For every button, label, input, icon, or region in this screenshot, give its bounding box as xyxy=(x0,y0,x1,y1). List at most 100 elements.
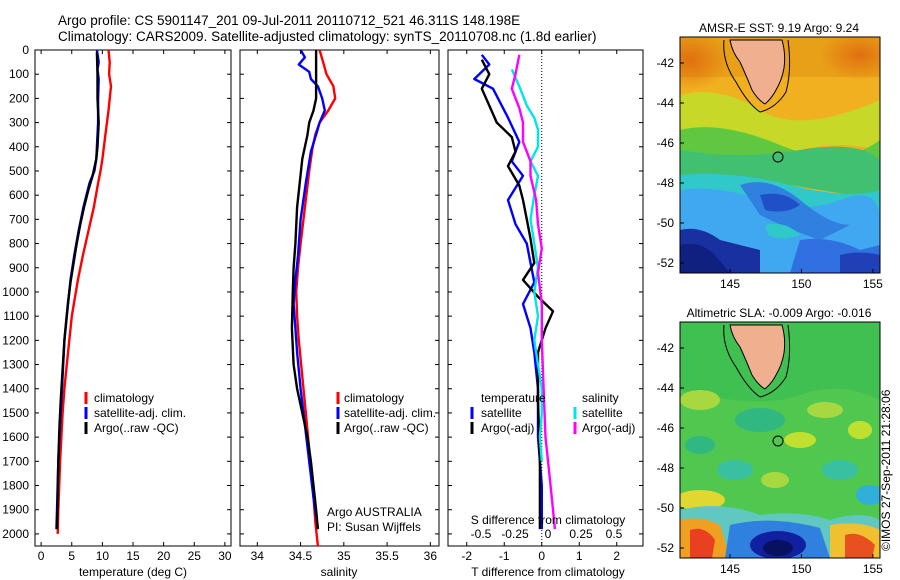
difference-salinity-legend: salinity satellite Argo(-adj) xyxy=(573,391,635,435)
salinity-legend: climatology satellite-adj. clim. Argo(..… xyxy=(336,391,436,435)
x-tick-label: 25 xyxy=(188,549,202,563)
s-tick-label: 0.5 xyxy=(606,527,623,541)
pi-label: PI: Susan Wijffels xyxy=(327,520,421,534)
profile-line xyxy=(290,50,320,530)
argo-location-marker xyxy=(772,151,784,163)
x-tick-label: 10 xyxy=(96,549,110,563)
lat-tick-label: -52 xyxy=(657,256,675,270)
x-tick-label: 15 xyxy=(126,549,140,563)
temperature-axes xyxy=(34,49,232,547)
depth-tick-label: 500 xyxy=(9,164,29,178)
sst-map-frame xyxy=(679,36,881,274)
temperature-legend: climatology satellite-adj. clim. Argo(..… xyxy=(84,391,186,435)
sst-map-image xyxy=(680,37,880,273)
legend-label: satellite-adj. clim. xyxy=(94,406,186,420)
x-tick-label: 2 xyxy=(613,549,620,563)
profile-line xyxy=(510,68,543,462)
difference-lines xyxy=(473,54,557,530)
depth-axis: 0 100 200 300 400 500 600 700 800 900 1000 1100 1200… xyxy=(2,43,643,541)
lat-tick-label: -50 xyxy=(657,216,675,230)
depth-tick-label: 400 xyxy=(9,140,29,154)
depth-tick-label: 900 xyxy=(9,261,29,275)
temperature-xlabel: temperature (deg C) xyxy=(79,565,187,579)
profile-line xyxy=(473,54,543,530)
lat-tick-label: -42 xyxy=(657,56,675,70)
legend-label: climatology xyxy=(94,391,154,405)
sst-map-title: AMSR-E SST: 9.19 Argo: 9.24 xyxy=(699,21,859,35)
s-tick-label: 0 xyxy=(545,527,552,541)
x-tick-label: -1 xyxy=(499,549,510,563)
x-tick-label: 34 xyxy=(251,549,265,563)
x-tick-label: 36 xyxy=(424,549,438,563)
difference-temperature-legend: temperature satellite Argo(-adj) xyxy=(470,391,546,435)
depth-tick-label: 1700 xyxy=(2,454,29,468)
x-axes: 0 5 10 15 20 25 30 34 34.5 35 35.5 36 -2 -1 0 1 2 xyxy=(38,50,620,563)
argo-location-marker xyxy=(772,435,784,447)
lon-tick-label: 150 xyxy=(791,277,811,291)
temperature-lines xyxy=(55,50,113,534)
depth-tick-label: 700 xyxy=(9,212,29,226)
depth-tick-label: 200 xyxy=(9,91,29,105)
legend-label: Argo(-adj) xyxy=(481,421,534,435)
depth-tick-label: 1900 xyxy=(2,503,29,517)
x-tick-label: 30 xyxy=(218,549,232,563)
legend-label: climatology xyxy=(344,391,404,405)
lat-tick-label: -46 xyxy=(657,136,675,150)
lat-tick-label: -44 xyxy=(657,96,675,110)
depth-tick-label: 1800 xyxy=(2,479,29,493)
s-difference-ticks: -0.5 -0.25 0 0.25 0.5 xyxy=(471,527,623,541)
difference-axes xyxy=(447,49,644,547)
depth-tick-label: 2000 xyxy=(2,527,29,541)
lon-tick-label: 155 xyxy=(863,562,883,576)
depth-tick-label: 1600 xyxy=(2,430,29,444)
s-tick-label: 0.25 xyxy=(569,527,593,541)
profile-line xyxy=(480,59,555,530)
climatology-title: Climatology: CARS2009. Satellite-adjuste… xyxy=(58,29,597,44)
depth-tick-label: 300 xyxy=(9,116,29,130)
lat-tick-label: -46 xyxy=(657,421,675,435)
sla-map-title: Altimetric SLA: -0.009 Argo: -0.016 xyxy=(687,306,872,320)
profile-line xyxy=(510,54,557,530)
t-difference-xlabel: T difference from climatology xyxy=(471,565,625,579)
lon-tick-label: 145 xyxy=(720,562,740,576)
depth-tick-label: 1100 xyxy=(3,309,29,323)
legend-label: satellite xyxy=(582,406,623,420)
x-tick-label: 0 xyxy=(38,549,45,563)
profile-title: Argo profile: CS 5901147_201 09-Jul-2011… xyxy=(58,13,521,28)
x-tick-label: 20 xyxy=(157,549,171,563)
s-difference-label: S difference from climatology xyxy=(471,513,626,527)
float-owner-label: Argo AUSTRALIA xyxy=(327,505,422,519)
x-tick-label: 34.5 xyxy=(289,549,313,563)
legend-label: Argo(-adj) xyxy=(582,421,635,435)
x-tick-label: 35.5 xyxy=(375,549,399,563)
s-tick-label: -0.25 xyxy=(501,527,529,541)
x-tick-label: 35 xyxy=(337,549,351,563)
depth-tick-label: 600 xyxy=(9,188,29,202)
depth-tick-label: 1400 xyxy=(2,382,29,396)
legend-title: salinity xyxy=(582,391,619,405)
profile-line xyxy=(55,52,100,530)
depth-tick-label: 0 xyxy=(22,43,29,57)
salinity-axes xyxy=(239,49,440,547)
lat-tick-label: -48 xyxy=(657,461,675,475)
x-tick-label: 5 xyxy=(68,549,75,563)
lat-tick-label: -48 xyxy=(657,176,675,190)
copyright-timestamp: ©IMOS 27-Sep-2011 21:28:06 xyxy=(879,389,893,551)
x-tick-label: -2 xyxy=(461,549,472,563)
depth-tick-label: 1000 xyxy=(2,285,29,299)
lat-tick-label: -42 xyxy=(657,341,675,355)
legend-label: satellite xyxy=(481,406,522,420)
x-tick-label: 0 xyxy=(538,549,545,563)
s-tick-label: -0.5 xyxy=(471,527,492,541)
legend-title: temperature xyxy=(481,391,546,405)
salinity-lines xyxy=(290,50,337,546)
lat-tick-label: -52 xyxy=(657,541,675,555)
legend-label: Argo(..raw -QC) xyxy=(344,421,429,435)
lon-tick-label: 155 xyxy=(863,277,883,291)
lat-tick-label: -50 xyxy=(657,501,675,515)
x-tick-label: 1 xyxy=(576,549,583,563)
depth-tick-label: 800 xyxy=(9,237,29,251)
profile-line xyxy=(292,50,326,530)
legend-label: satellite-adj. clim. xyxy=(344,406,436,420)
legend-label: Argo(..raw -QC) xyxy=(94,421,179,435)
